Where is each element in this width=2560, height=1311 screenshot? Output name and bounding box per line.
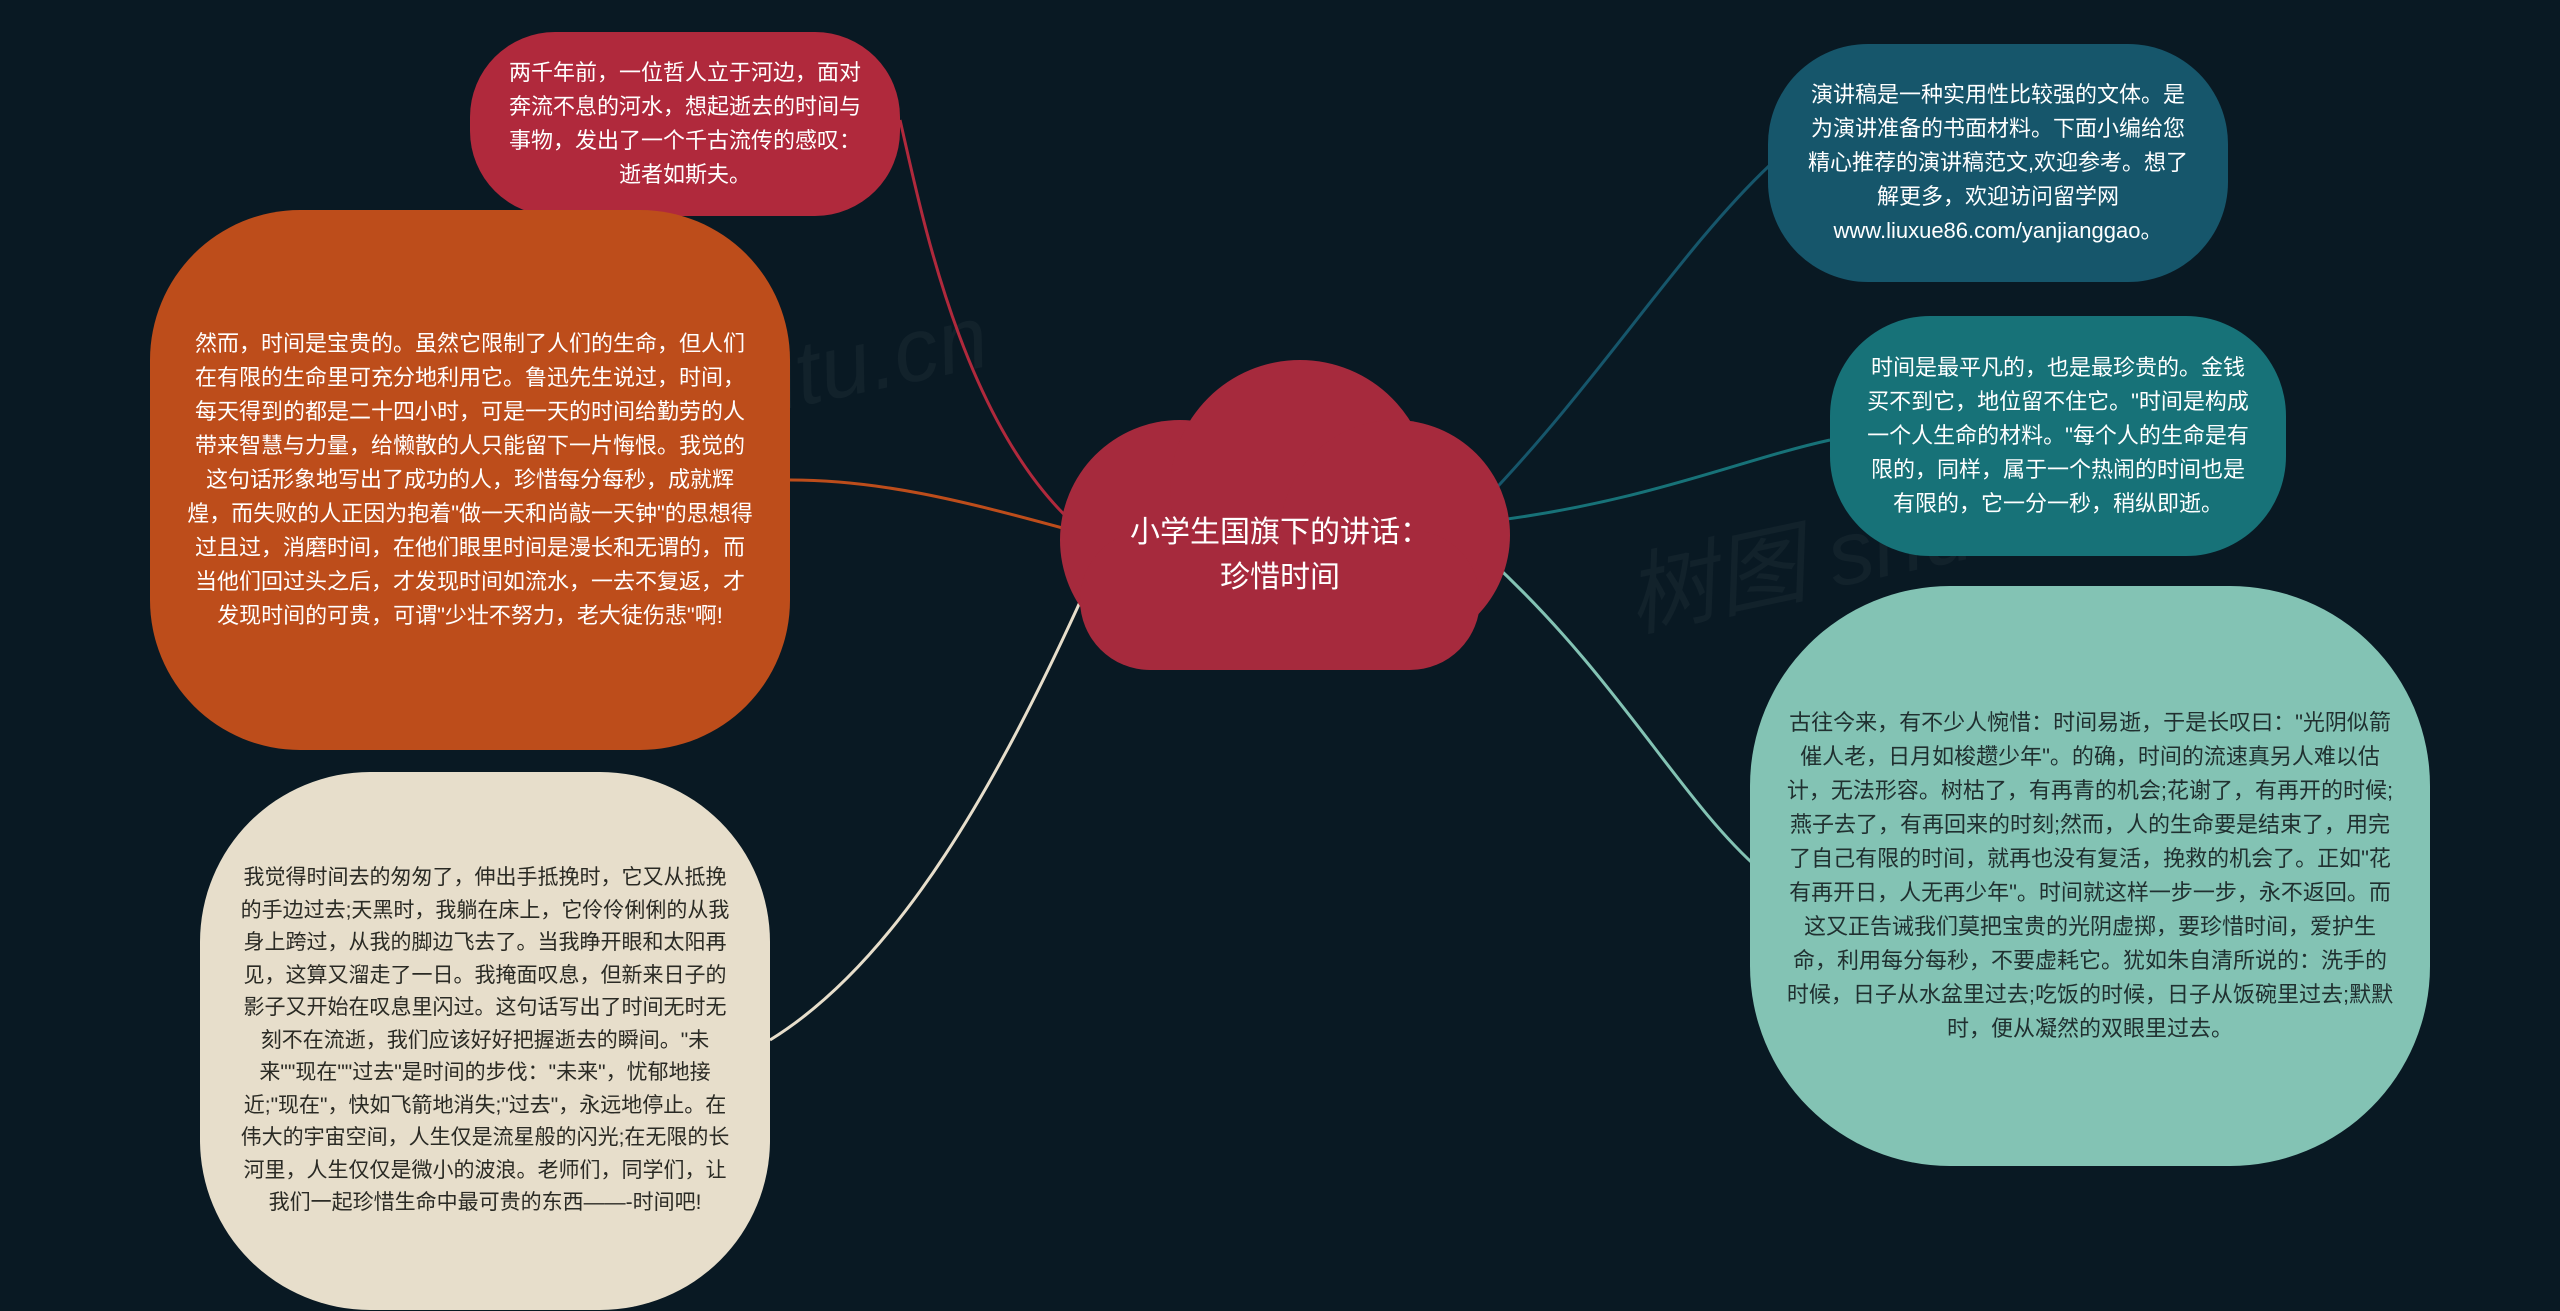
node-text: 古往今来，有不少人惋惜：时间易逝，于是长叹曰："光阴似箭催人老，日月如梭趱少年"… (1786, 706, 2394, 1047)
node-text: 演讲稿是一种实用性比较强的文体。是为演讲准备的书面材料。下面小编给您精心推荐的演… (1804, 78, 2192, 248)
node-left-2: 然而，时间是宝贵的。虽然它限制了人们的生命，但人们在有限的生命里可充分地利用它。… (150, 210, 790, 750)
node-right-1: 演讲稿是一种实用性比较强的文体。是为演讲准备的书面材料。下面小编给您精心推荐的演… (1768, 44, 2228, 282)
node-text: 时间是最平凡的，也是最珍贵的。金钱买不到它，地位留不住它。"时间是构成一个人生命… (1866, 351, 2250, 521)
node-left-3: 我觉得时间去的匆匆了，伸出手抵挽时，它又从抵挽的手边过去;天黑时，我躺在床上，它… (200, 772, 770, 1310)
node-left-1: 两千年前，一位哲人立于河边，面对奔流不息的河水，想起逝去的时间与事物，发出了一个… (470, 32, 900, 216)
connector (1500, 440, 1830, 520)
node-text: 两千年前，一位哲人立于河边，面对奔流不息的河水，想起逝去的时间与事物，发出了一个… (506, 56, 864, 192)
node-text: 我觉得时间去的匆匆了，伸出手抵挽时，它又从抵挽的手边过去;天黑时，我躺在床上，它… (236, 862, 734, 1220)
mindmap-stage: { "canvas": { "width": 2560, "height": 1… (0, 0, 2560, 1311)
connector (1490, 560, 1760, 870)
connector (1485, 165, 1770, 500)
node-text: 然而，时间是宝贵的。虽然它限制了人们的生命，但人们在有限的生命里可充分地利用它。… (186, 327, 754, 634)
node-right-3: 古往今来，有不少人惋惜：时间易逝，于是长叹曰："光阴似箭催人老，日月如梭趱少年"… (1750, 586, 2430, 1166)
center-title: 小学生国旗下的讲话：珍惜时间 (1050, 510, 1510, 600)
connector (770, 580, 1090, 1040)
connector (790, 480, 1070, 530)
node-right-2: 时间是最平凡的，也是最珍贵的。金钱买不到它，地位留不住它。"时间是构成一个人生命… (1830, 316, 2286, 556)
center-node: 小学生国旗下的讲话：珍惜时间 (1050, 350, 1510, 670)
connector (900, 120, 1075, 525)
